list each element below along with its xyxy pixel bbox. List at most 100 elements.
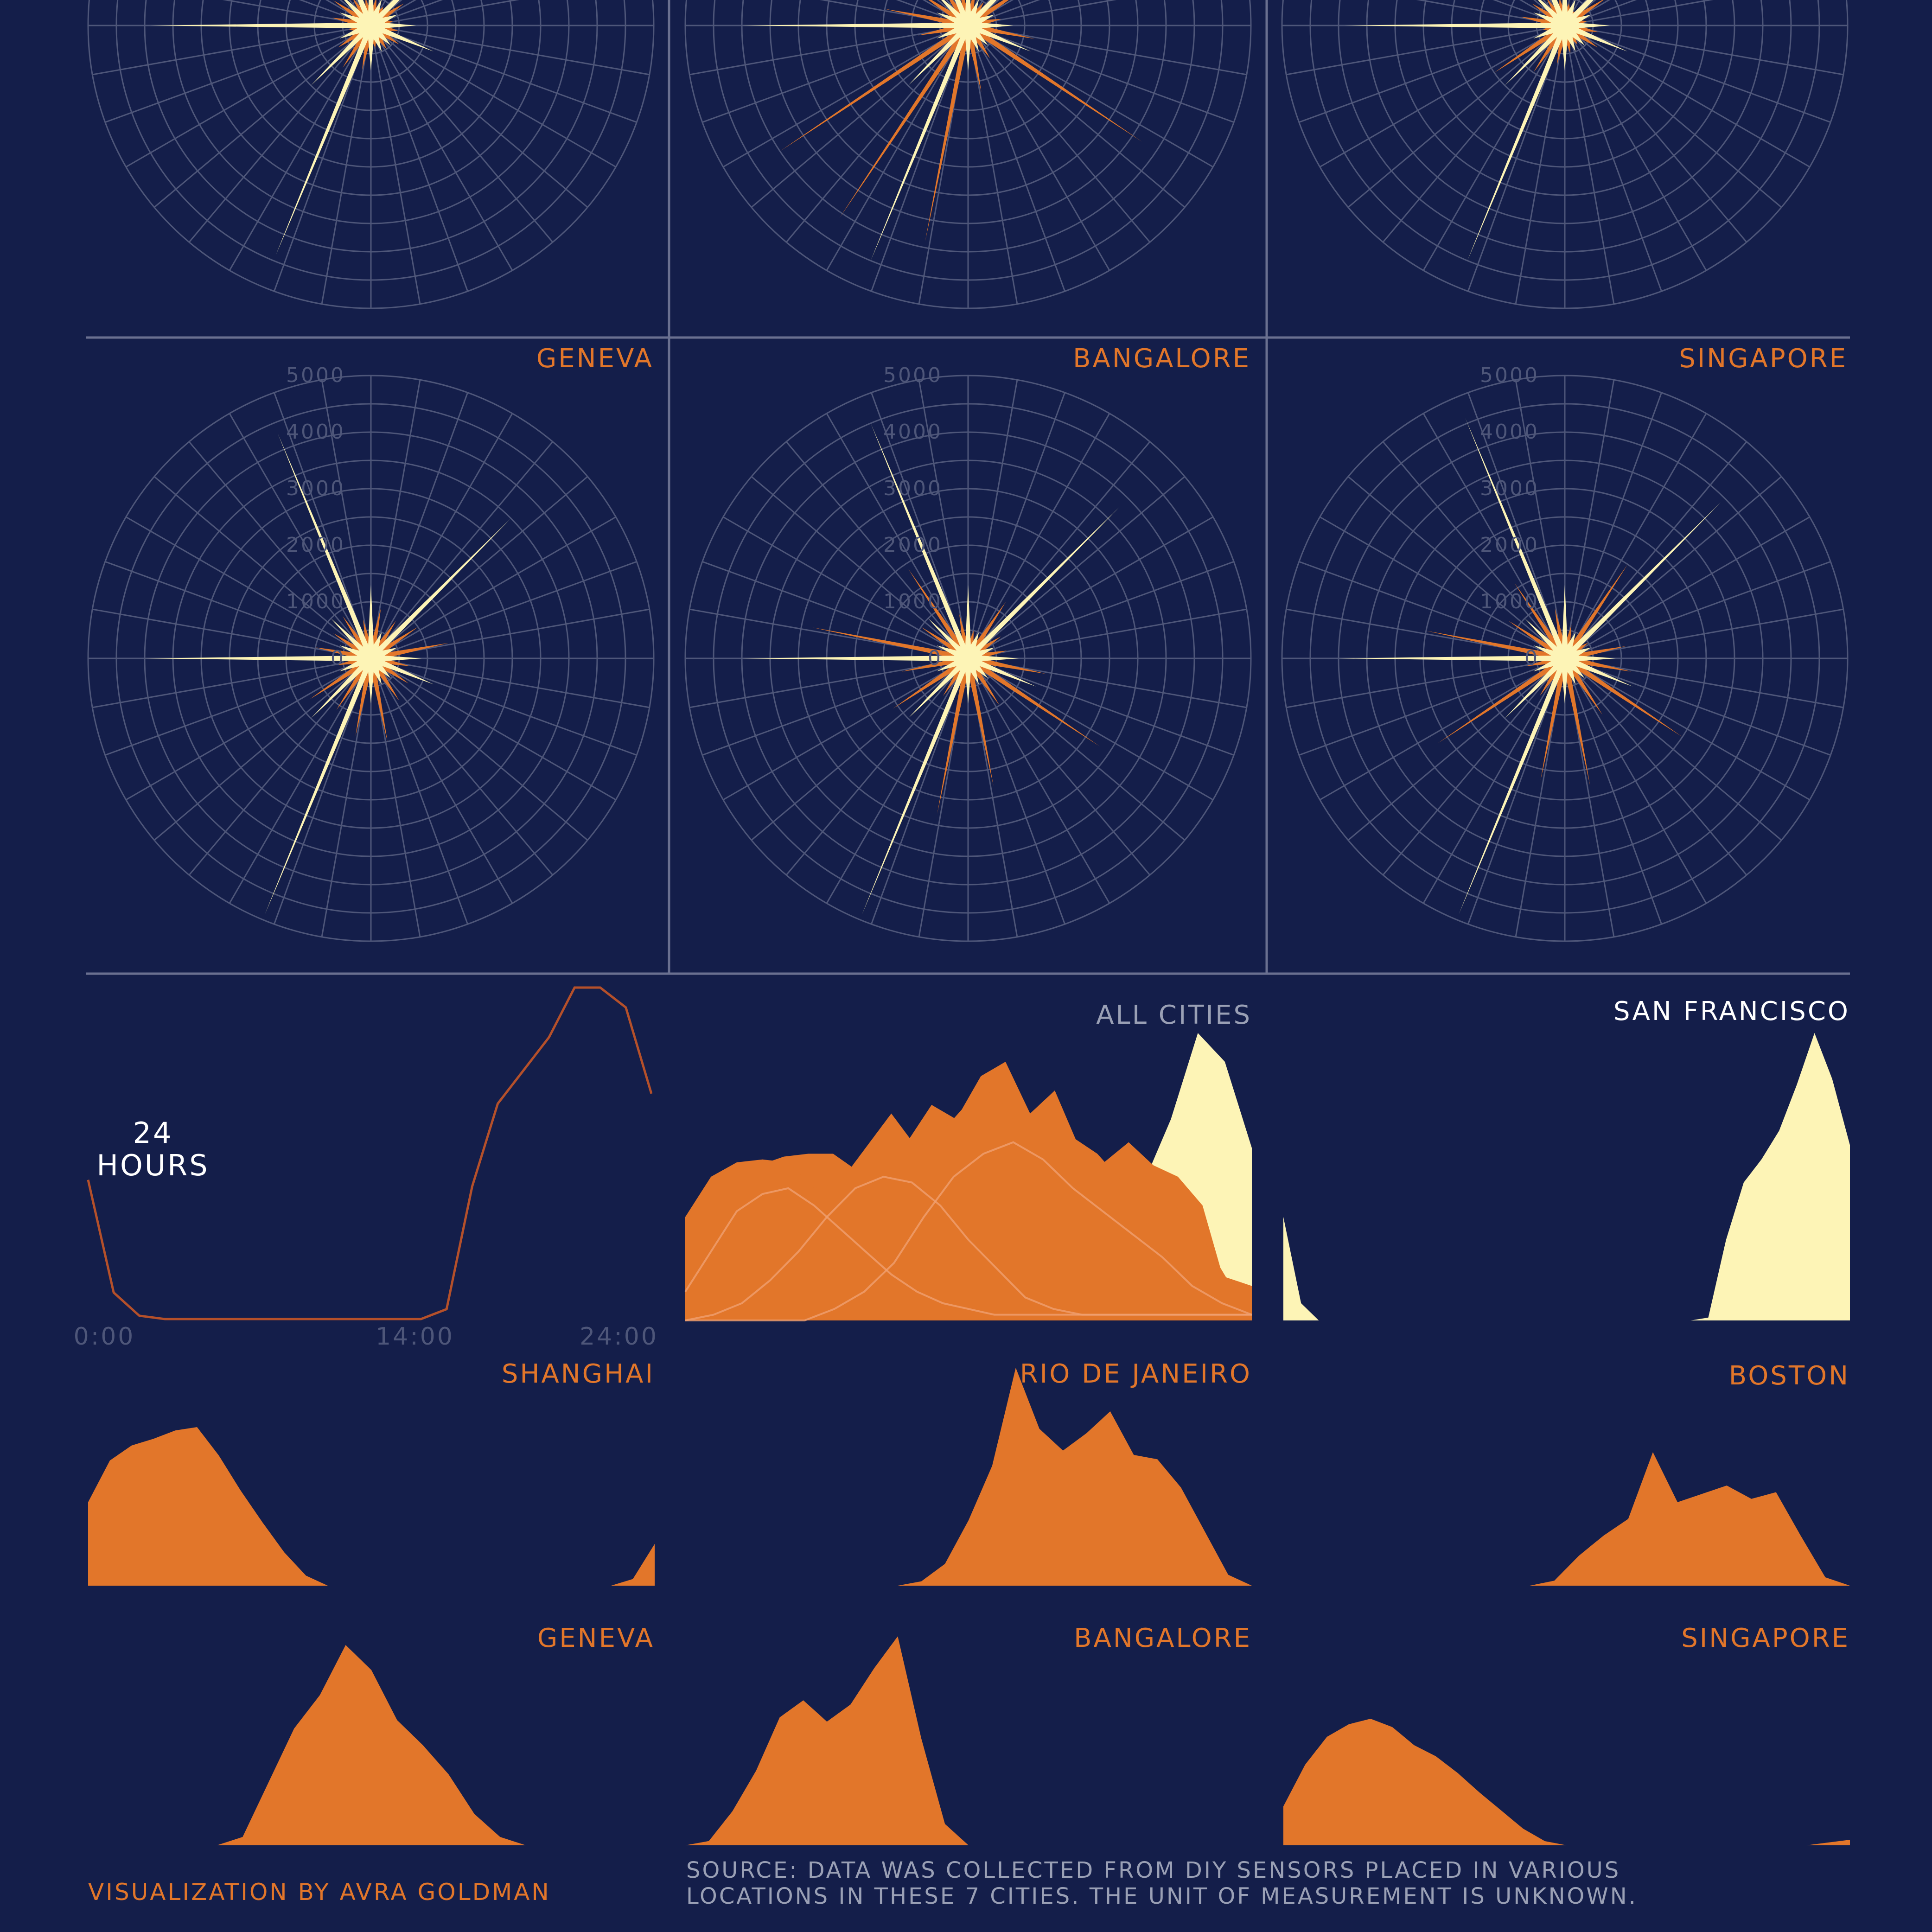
radar-grid-spoke bbox=[370, 25, 554, 243]
area-chart: BANGALORE bbox=[685, 1623, 1252, 1845]
area-series bbox=[685, 1090, 1252, 1320]
radar-grid-spoke bbox=[1382, 25, 1566, 243]
radar-tick-label: 0 bbox=[928, 646, 943, 670]
radar-grid-spoke bbox=[1564, 441, 1747, 659]
radar-grid-spoke bbox=[826, 413, 969, 659]
source-text-line-2: LOCATIONS IN THESE 7 CITIES. THE UNIT OF… bbox=[686, 1883, 1638, 1909]
radar-chart bbox=[684, 0, 1252, 309]
radar-grid-spoke bbox=[92, 25, 371, 76]
radar-grid-spoke bbox=[968, 657, 1186, 841]
radar-grid-spoke bbox=[1564, 0, 1637, 26]
radar-city-label: BANGALORE bbox=[1073, 344, 1251, 374]
radar-grid-spoke bbox=[1564, 657, 1811, 801]
radar-grid-spoke bbox=[1382, 441, 1566, 659]
radar-grid-spoke bbox=[370, 0, 394, 26]
radar-grid-spoke bbox=[968, 657, 1234, 756]
radar-grid-spoke bbox=[922, 0, 969, 26]
radar-grid-spoke bbox=[370, 657, 650, 708]
radar-grid-spoke bbox=[1519, 0, 1565, 26]
credit-text: VISUALIZATION BY AVRA GOLDMAN bbox=[88, 1879, 551, 1906]
area-series bbox=[1283, 1033, 1850, 1320]
radar-tick-label: 1000 bbox=[1480, 590, 1539, 613]
radar-grid-spoke bbox=[370, 25, 588, 208]
radar-grid-spoke bbox=[751, 657, 969, 841]
radar-grid-spoke bbox=[967, 392, 1066, 659]
radar-chart: 5000 4000 3000 2000 1000 0 GENEVA bbox=[87, 344, 655, 942]
radar-grid-spoke bbox=[967, 658, 1110, 904]
radar-grid-spoke bbox=[222, 0, 371, 26]
radar-grid-spoke bbox=[826, 658, 969, 904]
area-chart: BOSTON bbox=[1283, 1361, 1850, 1586]
area-chart: SHANGHAI bbox=[88, 1359, 655, 1586]
radar-grid-spoke bbox=[1492, 0, 1565, 26]
radar-grid-spoke bbox=[321, 380, 372, 659]
radar-grid-spoke bbox=[370, 658, 513, 904]
radar-grid-spoke bbox=[1416, 0, 1565, 26]
area-series bbox=[88, 1645, 655, 1845]
radar-grid-spoke bbox=[785, 658, 969, 876]
radar-grid-spoke bbox=[968, 516, 1214, 659]
radar-grid-spoke bbox=[967, 380, 1018, 659]
area-city-label: ALL CITIES bbox=[1096, 1000, 1252, 1030]
radar-grid-spoke bbox=[1564, 392, 1663, 659]
radar-tick-label: 4000 bbox=[883, 420, 943, 444]
radar-grid-spoke bbox=[968, 608, 1247, 659]
area-city-label: SAN FRANCISCO bbox=[1613, 996, 1850, 1027]
radar-grid-spoke bbox=[188, 441, 372, 659]
radar-grid-spoke bbox=[370, 380, 421, 659]
radar-grid-spoke bbox=[125, 657, 371, 801]
radar-grid-spoke bbox=[370, 476, 588, 659]
radar-grid-spoke bbox=[370, 516, 617, 659]
radar-grid-spoke bbox=[1564, 657, 1831, 756]
area-city-label: RIO DE JANEIRO bbox=[1020, 1359, 1252, 1389]
radar-city-label: GENEVA bbox=[536, 344, 654, 374]
radar-grid-spoke bbox=[967, 658, 1151, 876]
radar-chart bbox=[1281, 0, 1849, 309]
radar-grid-spoke bbox=[1564, 476, 1782, 659]
radar-grid-spoke bbox=[1564, 25, 1843, 76]
radar-grid-spoke bbox=[370, 657, 617, 801]
radar-tick-label: 5000 bbox=[286, 363, 345, 387]
radar-charts: 5000 4000 3000 2000 1000 0 GENEVA 5000 4000 3000 2… bbox=[87, 0, 1849, 942]
radar-grid-spoke bbox=[370, 0, 443, 26]
radar-grid-spoke bbox=[105, 657, 371, 756]
hours-x-label-mid: 14:00 bbox=[376, 1323, 454, 1351]
radar-grid-spoke bbox=[370, 441, 554, 659]
radar-grid-spoke bbox=[1564, 413, 1707, 659]
radar-grid-spoke bbox=[968, 0, 1014, 26]
area-city-label: GENEVA bbox=[537, 1623, 655, 1653]
radar-grid-spoke bbox=[1564, 516, 1811, 659]
radar-grid-spoke bbox=[968, 561, 1234, 659]
radar-grid-spoke bbox=[968, 0, 1117, 26]
radar-tick-label: 4000 bbox=[1480, 420, 1539, 444]
area-series bbox=[88, 1427, 655, 1586]
radar-chart: 5000 4000 3000 2000 1000 0 SINGAPORE bbox=[1281, 344, 1849, 942]
radar-grid-spoke bbox=[1347, 476, 1565, 659]
radar-tick-label: 5000 bbox=[1480, 363, 1539, 387]
radar-grid-spoke bbox=[1286, 657, 1565, 708]
radar-grid-spoke bbox=[785, 441, 969, 659]
radar-grid-spoke bbox=[153, 657, 371, 841]
radar-tick-label: 1000 bbox=[286, 590, 345, 613]
radar-grid-spoke bbox=[1299, 657, 1565, 756]
area-city-label: SINGAPORE bbox=[1681, 1623, 1850, 1653]
radar-grid-spoke bbox=[229, 658, 372, 904]
radar-grid-spoke bbox=[1564, 380, 1615, 659]
radar-grid-spoke bbox=[1319, 657, 1565, 801]
area-chart: ALL CITIES bbox=[684, 1000, 1252, 1321]
area-series bbox=[1283, 1719, 1850, 1845]
radar-grid-spoke bbox=[370, 25, 421, 304]
radar-grid-spoke bbox=[1299, 561, 1565, 659]
area-overlay-line bbox=[685, 1175, 1252, 1321]
radar-grid-spoke bbox=[370, 392, 469, 659]
radar-grid-spoke bbox=[348, 0, 372, 26]
radar-grid-spoke bbox=[1564, 25, 1831, 123]
radar-tick-label: 4000 bbox=[286, 420, 345, 444]
area-series bbox=[685, 1368, 1252, 1586]
radar-grid-spoke bbox=[370, 658, 469, 925]
radar-grid-spoke bbox=[1564, 608, 1843, 659]
radar-grid-spoke bbox=[968, 25, 1214, 168]
radar-grid-spoke bbox=[153, 25, 371, 208]
radar-grid-spoke bbox=[1382, 658, 1566, 876]
radar-grid-spoke bbox=[125, 516, 371, 659]
